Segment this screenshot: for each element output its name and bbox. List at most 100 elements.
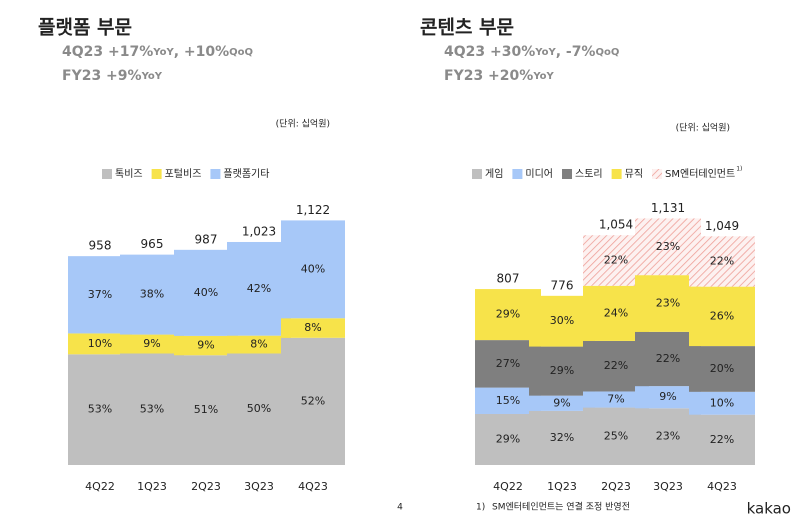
segment-label: 9% xyxy=(197,339,214,352)
legend-swatch xyxy=(611,169,622,179)
segment-label: 22% xyxy=(604,254,628,267)
section-title: 플랫폼 부문 xyxy=(38,17,132,39)
segment-label: 29% xyxy=(496,308,520,321)
legend-label: 스토리 xyxy=(575,168,603,180)
segment-label: 7% xyxy=(607,393,624,406)
segment-label: 29% xyxy=(496,432,520,445)
segment-label: 22% xyxy=(710,254,734,267)
segment-label: 26% xyxy=(710,309,734,322)
bar-segment xyxy=(689,414,755,465)
subtitle-part: YoY xyxy=(141,71,163,82)
x-tick-label: 4Q22 xyxy=(493,480,523,493)
subtitle-part: YoY xyxy=(532,71,554,82)
segment-label: 30% xyxy=(550,314,574,327)
bar-segment xyxy=(281,318,345,338)
legend-swatch xyxy=(562,169,573,179)
subtitle: 4Q23 +30%YoY, -7%QoQ xyxy=(444,44,619,60)
subtitle-part: 4Q23 +17% xyxy=(62,44,153,60)
bar-segment xyxy=(227,335,291,354)
segment-label: 15% xyxy=(496,394,520,407)
x-tick-label: 4Q23 xyxy=(298,480,328,493)
unit-note: (단위: 십억원) xyxy=(676,122,730,134)
legend-label: 뮤직 xyxy=(625,168,643,180)
bar-segment xyxy=(68,333,132,355)
legend-swatch xyxy=(652,169,663,179)
subtitle-part: 4Q23 +30% xyxy=(444,44,535,60)
bar-segment xyxy=(227,241,291,336)
x-tick-label: 4Q23 xyxy=(707,480,737,493)
legend-swatch xyxy=(102,169,112,179)
total-label: 965 xyxy=(141,237,164,251)
subtitle: FY23 +20%YoY xyxy=(444,68,555,84)
segment-label: 42% xyxy=(247,282,271,295)
bar-segment xyxy=(583,391,649,408)
legend-label: 미디어 xyxy=(525,168,553,180)
bar-segment xyxy=(635,386,701,409)
segment-label: 8% xyxy=(304,321,321,334)
segment-label: 29% xyxy=(550,364,574,377)
x-tick-label: 2Q23 xyxy=(601,480,631,493)
segment-label: 22% xyxy=(656,352,680,365)
segment-label: 20% xyxy=(710,362,734,375)
x-tick-label: 2Q23 xyxy=(191,480,221,493)
segment-label: 51% xyxy=(194,403,218,416)
subtitle-part: FY23 +20% xyxy=(444,68,533,84)
bar-segment xyxy=(689,391,755,415)
segment-label: 9% xyxy=(143,337,160,350)
segment-label: 40% xyxy=(194,286,218,299)
segment-label: 32% xyxy=(550,431,574,444)
x-tick-label: 1Q23 xyxy=(137,480,167,493)
legend-swatch xyxy=(472,169,482,179)
bar-segment xyxy=(120,353,184,465)
page-number: 4 xyxy=(397,503,403,513)
legend-swatch xyxy=(151,169,162,179)
segment-label: 23% xyxy=(656,430,680,443)
subtitle: FY23 +9%YoY xyxy=(62,68,163,84)
section-title: 콘텐츠 부문 xyxy=(420,17,514,39)
segment-label: 25% xyxy=(604,429,628,442)
segment-label: 10% xyxy=(710,396,734,409)
total-label: 1,023 xyxy=(242,224,276,238)
subtitle-part: QoQ xyxy=(595,47,619,58)
segment-label: 24% xyxy=(604,306,628,319)
x-tick-label: 4Q22 xyxy=(85,480,115,493)
x-tick-label: 3Q23 xyxy=(244,480,274,493)
total-label: 1,049 xyxy=(705,219,739,233)
footnote: SM엔터테인먼트는 연결 조정 반영전 xyxy=(492,502,630,513)
segment-label: 8% xyxy=(250,338,267,351)
legend-label: SM엔터테인먼트 xyxy=(665,168,735,180)
segment-label: 23% xyxy=(656,297,680,310)
segment-label: 50% xyxy=(247,402,271,415)
total-label: 958 xyxy=(89,239,112,253)
legend-swatch xyxy=(512,169,523,179)
bar-segment xyxy=(689,236,755,287)
brand: kakao xyxy=(747,500,791,518)
subtitle-part: YoY xyxy=(152,47,174,58)
subtitle-part: YoY xyxy=(534,47,556,58)
legend-label: 게임 xyxy=(485,167,503,180)
segment-label: 53% xyxy=(140,402,164,415)
unit-note: (단위: 십억원) xyxy=(276,118,330,130)
bar-segment xyxy=(120,334,184,354)
x-tick-label: 3Q23 xyxy=(653,480,683,493)
segment-label: 22% xyxy=(604,359,628,372)
bar-segment xyxy=(120,254,184,335)
total-label: 1,122 xyxy=(296,203,330,217)
subtitle-part: FY23 +9% xyxy=(62,68,142,84)
segment-label: 53% xyxy=(88,403,112,416)
total-label: 987 xyxy=(195,232,218,246)
legend-label: 톡비즈 xyxy=(115,168,143,180)
segment-label: 23% xyxy=(656,240,680,253)
x-tick-label: 1Q23 xyxy=(547,480,577,493)
bar-segment xyxy=(529,395,595,411)
segment-label: 9% xyxy=(659,390,676,403)
bar-segment xyxy=(689,286,755,347)
legend-label: 포털비즈 xyxy=(165,168,202,180)
bar-segment xyxy=(689,346,755,392)
segment-label: 37% xyxy=(88,288,112,301)
segment-label: 9% xyxy=(553,396,570,409)
total-label: 1,054 xyxy=(599,218,633,232)
legend-label: 플랫폼기타 xyxy=(223,168,269,180)
total-label: 807 xyxy=(497,272,520,286)
